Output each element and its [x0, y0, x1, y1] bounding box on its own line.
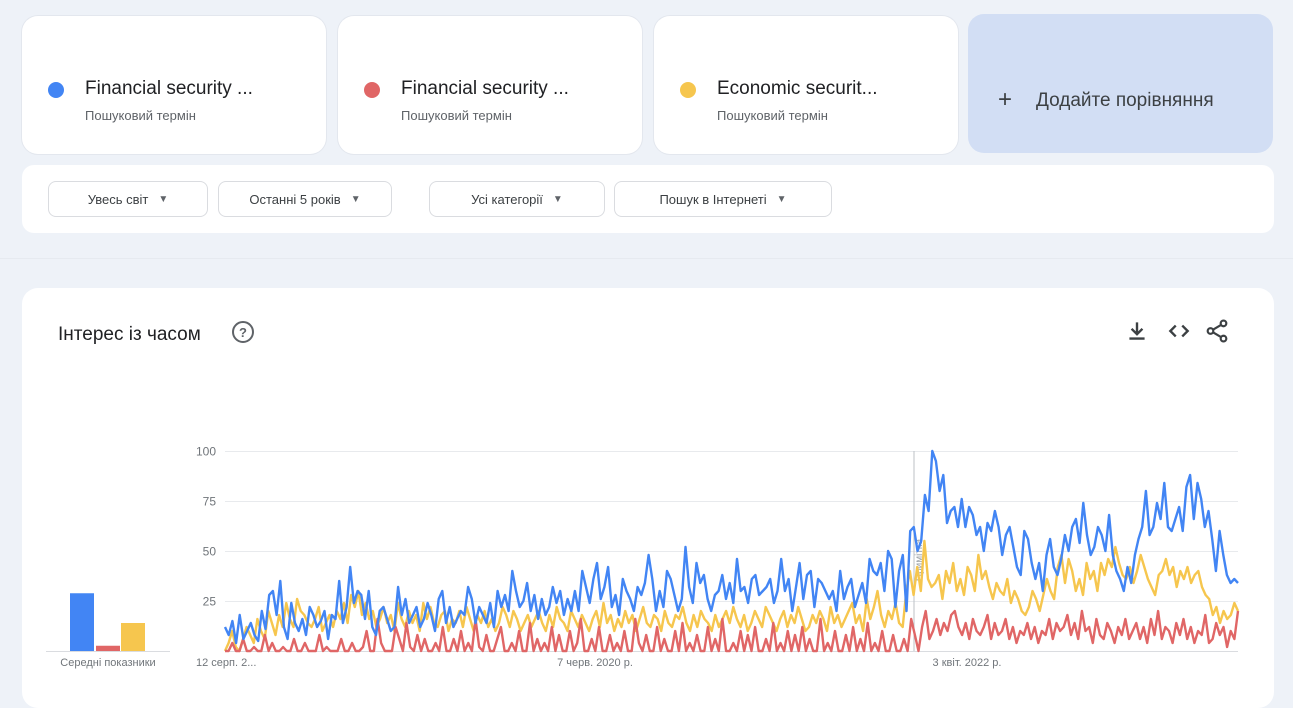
caret-down-icon: ▼	[552, 193, 563, 205]
term-type: Пошуковий термін	[85, 108, 196, 123]
average-bar	[96, 645, 120, 651]
filter-bar: Увесь світ ▼ Останні 5 років ▼ Усі катег…	[22, 165, 1274, 233]
time-range-label: Останні 5 років	[249, 191, 341, 207]
y-tick-label: 50	[203, 545, 217, 559]
average-bar-chart: Середні показники	[46, 593, 170, 669]
series-line	[225, 609, 1240, 653]
time-range-filter[interactable]: Останні 5 років ▼	[218, 181, 392, 217]
average-bar	[70, 593, 94, 651]
term-name: Financial security ...	[401, 78, 569, 99]
series-dot-icon	[680, 82, 696, 98]
search-type-filter[interactable]: Пошук в Інтернеті ▼	[614, 181, 832, 217]
add-comparison-label: Додайте порівняння	[1036, 90, 1214, 111]
x-tick-label: 12 серп. 2...	[196, 657, 256, 669]
series-dot-icon	[364, 82, 380, 98]
x-tick-label: 3 квіт. 2022 р.	[933, 657, 1002, 669]
term-type: Пошуковий термін	[717, 108, 828, 123]
category-filter-label: Усі категорії	[471, 191, 543, 207]
caret-down-icon: ▼	[776, 193, 787, 205]
y-tick-label: 100	[196, 445, 216, 459]
region-filter-label: Увесь світ	[87, 191, 149, 207]
term-card-3[interactable]: Economic securit... Пошуковий термін	[654, 16, 958, 154]
charts-layer: Середні показники 100 75 50 25 Примітка 12 се…	[46, 445, 1240, 669]
category-filter[interactable]: Усі категорії ▼	[429, 181, 605, 217]
region-filter[interactable]: Увесь світ ▼	[48, 181, 208, 217]
help-icon[interactable]: ?	[232, 321, 254, 343]
chart-title: Інтерес із часом	[58, 324, 201, 345]
y-tick-label: 25	[203, 595, 217, 609]
share-icon[interactable]	[1204, 318, 1230, 344]
term-name: Economic securit...	[717, 78, 878, 99]
y-tick-label: 75	[203, 495, 217, 509]
term-card-2[interactable]: Financial security ... Пошуковий термін	[338, 16, 642, 154]
interest-line-chart: 100 75 50 25 Примітка 12 серп. 2... 7 черв. 20…	[196, 445, 1240, 669]
term-name: Financial security ...	[85, 78, 253, 99]
section-divider	[0, 258, 1293, 259]
add-comparison-button[interactable]: + Додайте порівняння	[968, 14, 1273, 153]
term-type: Пошуковий термін	[401, 108, 512, 123]
average-bar	[121, 623, 145, 651]
caret-down-icon: ▼	[350, 193, 361, 205]
plus-icon: +	[998, 86, 1013, 113]
series-dot-icon	[48, 82, 64, 98]
bar-axis-label: Середні показники	[60, 657, 155, 669]
download-icon[interactable]	[1124, 318, 1150, 344]
term-card-1[interactable]: Financial security ... Пошуковий термін	[22, 16, 326, 154]
series-line	[223, 449, 1239, 645]
embed-code-icon[interactable]	[1166, 318, 1192, 344]
caret-down-icon: ▼	[158, 193, 169, 205]
search-type-label: Пошук в Інтернеті	[659, 191, 767, 207]
annotation-label: Примітка	[914, 538, 925, 581]
x-tick-label: 7 черв. 2020 р.	[557, 657, 633, 669]
